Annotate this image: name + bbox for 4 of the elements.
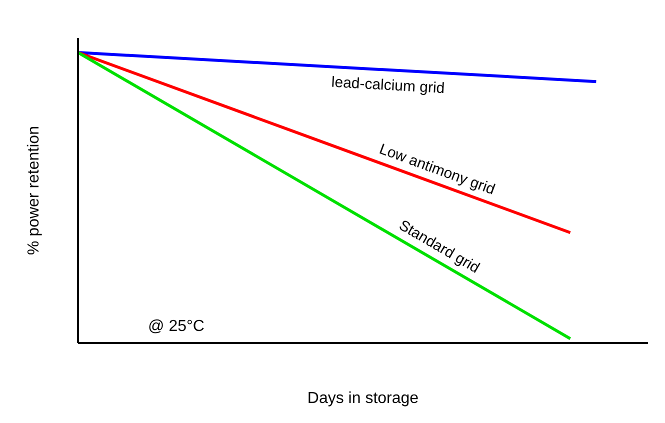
x-axis-title: Days in storage (307, 390, 419, 407)
y-axis-title: % power retention (26, 126, 43, 255)
annotation: @ 25°C (148, 318, 204, 336)
series-label: lead-calcium grid (330, 74, 446, 98)
